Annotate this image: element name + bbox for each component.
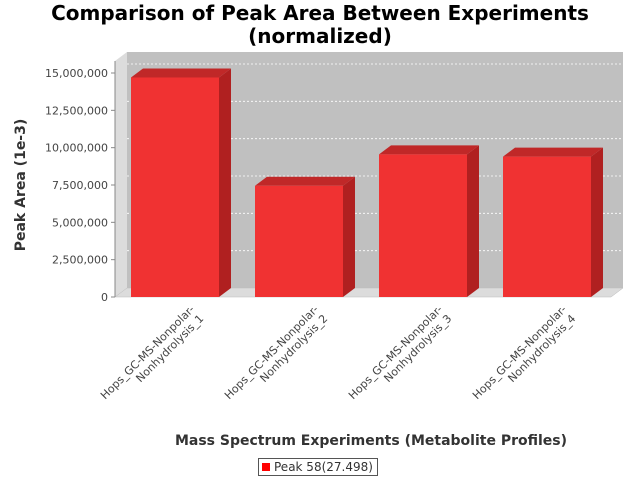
bar (503, 147, 603, 297)
bar (255, 176, 355, 297)
y-tick-label: 12,500,000 (45, 104, 108, 117)
bars (131, 68, 603, 297)
y-tick-label: 5,000,000 (52, 216, 108, 229)
bar-front (255, 185, 343, 297)
y-tick-label: 10,000,000 (45, 142, 108, 155)
y-axis: 0 2,500,000 5,000,000 7,500,000 10,000,000 12… (45, 61, 116, 304)
x-tick-label: Hops_GC-MS-Nonpolar-Nonhydrolysis_2 (222, 303, 330, 411)
chart-title: Comparison of Peak Area Between Experime… (51, 1, 589, 48)
bar-front (503, 156, 591, 297)
x-axis: Hops_GC-MS-Nonpolar-Nonhydrolysis_1 Hops_… (98, 303, 578, 411)
y-axis-label: Peak Area (1e-3) (13, 119, 29, 252)
bar (379, 145, 479, 297)
y-tick-label: 15,000,000 (45, 67, 108, 80)
x-tick-label: Hops_GC-MS-Nonpolar-Nonhydrolysis_3 (346, 303, 454, 411)
legend-swatch (262, 463, 270, 471)
bar-top (379, 145, 479, 155)
bar-top (255, 176, 355, 186)
bar-front (379, 154, 467, 297)
x-tick-label: Hops_GC-MS-Nonpolar-Nonhydrolysis_4 (470, 303, 578, 411)
x-axis-label: Mass Spectrum Experiments (Metabolite Pr… (175, 433, 567, 449)
bar-side (591, 147, 603, 297)
bar-side (343, 176, 355, 297)
y-tick-label: 0 (101, 291, 108, 304)
legend: Peak 58(27.498) (258, 458, 378, 476)
x-tick-label: Hops_GC-MS-Nonpolar-Nonhydrolysis_1 (98, 303, 206, 411)
bar-side (467, 145, 479, 297)
y-tick-label: 7,500,000 (52, 179, 108, 192)
bar (131, 68, 231, 297)
legend-label: Peak 58(27.498) (274, 460, 373, 474)
bar-top (503, 147, 603, 157)
bar-side (219, 68, 231, 297)
bar-front (131, 77, 219, 297)
y-tick-label: 2,500,000 (52, 254, 108, 267)
bar-top (131, 68, 231, 78)
